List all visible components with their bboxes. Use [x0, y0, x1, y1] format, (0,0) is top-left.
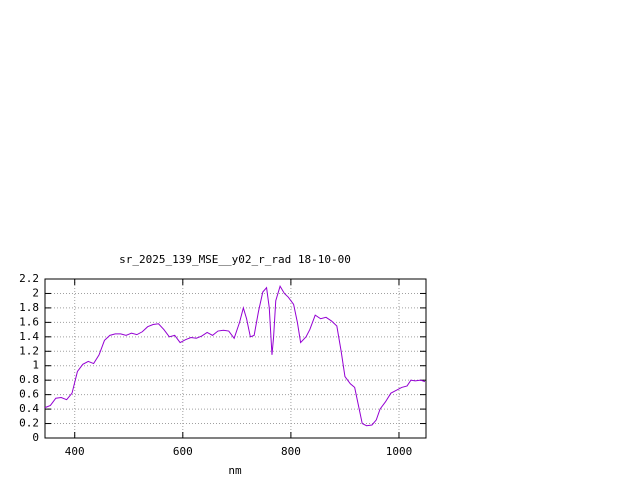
- y-tick-label: 0.2: [19, 417, 39, 430]
- y-tick-label: 0.8: [19, 373, 39, 386]
- y-tick-label: 0.6: [19, 388, 39, 401]
- y-tick-label: 2.2: [19, 272, 39, 285]
- y-tick-label: 1.4: [19, 330, 39, 343]
- x-tick-label: 800: [281, 445, 301, 458]
- y-tick-label: 0.4: [19, 402, 39, 415]
- x-axis-label: nm: [228, 464, 242, 477]
- plot-frame: [44, 278, 427, 439]
- x-tick-label: 400: [65, 445, 85, 458]
- y-tick-label: 1.6: [19, 315, 39, 328]
- data-line: [44, 284, 426, 427]
- y-tick-label: 1.8: [19, 301, 39, 314]
- x-tick-label: 600: [173, 445, 193, 458]
- y-tick-label: 1: [32, 359, 39, 372]
- chart-title: sr_2025_139_MSE__y02_r_rad 18-10-00: [119, 253, 351, 266]
- x-tick-label: 1000: [386, 445, 413, 458]
- y-tick-label: 0: [32, 431, 39, 444]
- y-tick-label: 2: [32, 286, 39, 299]
- y-tick-label: 1.2: [19, 344, 39, 357]
